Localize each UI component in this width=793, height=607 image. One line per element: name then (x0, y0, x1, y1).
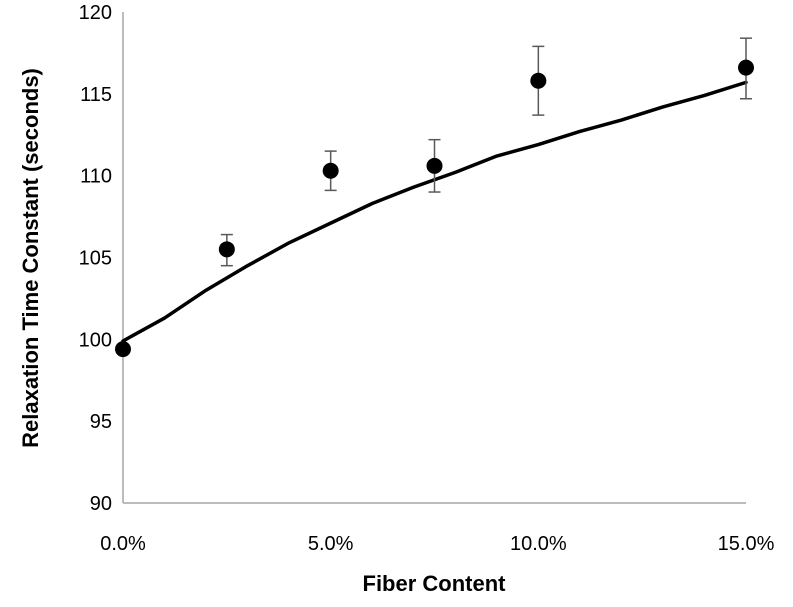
x-tick-label: 10.0% (510, 533, 567, 555)
x-axis-title: Fiber Content (363, 571, 507, 596)
y-axis: 90 95 100 105 110 115 120 (79, 2, 124, 515)
data-point (738, 59, 754, 76)
data-point (426, 157, 443, 174)
x-tick-labels: 0.0% 5.0% 10.0% 15.0% (100, 533, 774, 555)
x-tick-label: 5.0% (308, 533, 354, 555)
y-tick-label: 105 (79, 248, 112, 270)
y-tick-label: 90 (90, 493, 112, 515)
y-tick-labels: 90 95 100 105 110 115 120 (79, 2, 112, 515)
fit-curve (121, 80, 748, 343)
y-tick-label: 110 (80, 166, 112, 188)
data-point (530, 72, 547, 89)
data-point (115, 341, 131, 358)
data-point (322, 162, 339, 179)
y-tick-label: 120 (79, 2, 112, 24)
y-axis-title: Relaxation Time Constant (seconds) (18, 68, 43, 448)
fit-line (121, 80, 748, 343)
x-tick-label: 15.0% (718, 533, 775, 555)
y-tick-label: 100 (79, 329, 112, 351)
data-point (218, 241, 235, 258)
data-points (115, 59, 754, 358)
y-tick-label: 95 (90, 411, 112, 433)
error-bars (220, 37, 752, 267)
x-tick-label: 0.0% (100, 533, 146, 555)
x-axis: 0.0% 5.0% 10.0% 15.0% (100, 502, 775, 555)
y-tick-label: 115 (80, 84, 112, 106)
